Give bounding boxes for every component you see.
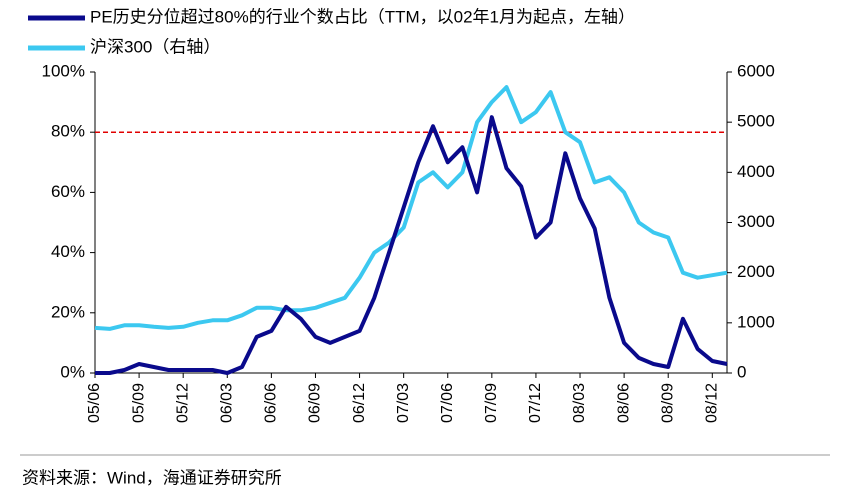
x-tick-label: 07/09 [483,383,500,423]
y2-tick-label: 3000 [737,212,775,231]
x-tick-label: 06/09 [307,383,324,423]
x-tick-label: 06/12 [351,383,368,423]
y2-tick-label: 0 [737,362,746,381]
series-line [95,115,728,375]
source: 资料来源：Wind，海通证券研究所 [22,468,282,487]
x-tick-label: 06/06 [263,383,280,423]
x-tick-label: 05/06 [86,383,103,423]
y-tick-label: 20% [51,302,85,321]
x-tick-label: 08/12 [704,383,721,423]
x-tick-label: 07/06 [439,383,456,423]
y2-tick-label: 4000 [737,162,775,181]
x-tick-label: 05/12 [174,383,191,423]
legend-label: PE历史分位超过80%的行业个数占比（TTM，以02年1月为起点，左轴） [90,7,635,26]
x-tick-label: 08/09 [659,383,676,423]
x-tick-label: 06/03 [218,383,235,423]
y-tick-label: 40% [51,242,85,261]
y2-tick-label: 2000 [737,262,775,281]
y2-tick-label: 5000 [737,112,775,131]
x-tick-label: 08/06 [615,383,632,423]
y-tick-label: 0% [60,362,85,381]
x-tick-label: 07/03 [395,383,412,423]
y-tick-label: 60% [51,182,85,201]
x-tick-label: 08/03 [571,383,588,423]
y-tick-label: 100% [42,61,85,80]
legend-label: 沪深300（右轴） [90,37,220,56]
series-line [94,85,728,331]
y-tick-label: 80% [51,122,85,141]
y2-tick-label: 1000 [737,312,775,331]
x-tick-label: 05/09 [130,383,147,423]
y2-tick-label: 6000 [737,61,775,80]
x-tick-label: 07/12 [527,383,544,423]
